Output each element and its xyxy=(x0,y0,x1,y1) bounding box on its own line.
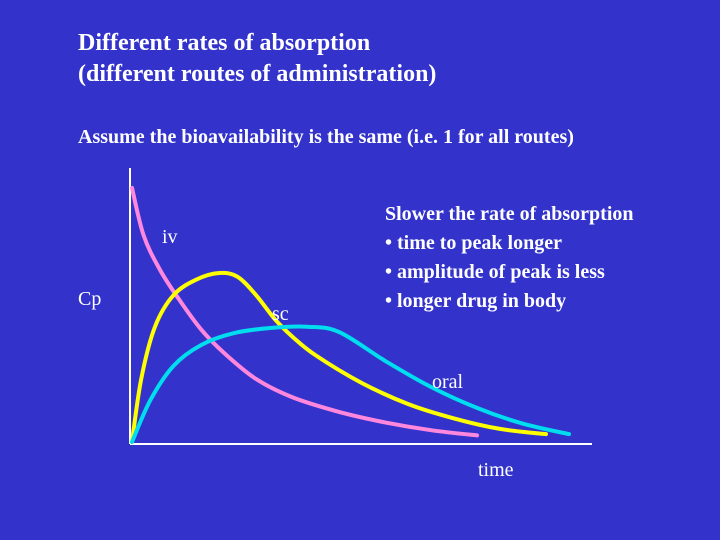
bullet-list: Slower the rate of absorption • time to … xyxy=(385,200,634,316)
bullet-item: • time to peak longer xyxy=(385,232,562,254)
series-line-iv xyxy=(130,185,479,438)
bullet-item: • longer drug in body xyxy=(385,290,567,312)
chart-axes xyxy=(129,168,592,445)
bullet-heading: Slower the rate of absorption xyxy=(385,203,634,225)
series-label-sc: sc xyxy=(272,303,289,325)
bullet-item: • amplitude of peak is less xyxy=(385,261,605,283)
x-axis-label: time xyxy=(478,459,514,481)
series-label-oral: oral xyxy=(432,371,464,393)
y-axis-label: Cp xyxy=(78,288,101,310)
series-label-iv: iv xyxy=(162,226,178,248)
slide-title: Different rates of absorption (different… xyxy=(78,28,436,90)
title-line-2: (different routes of administration) xyxy=(78,61,437,87)
assumption-text: Assume the bioavailability is the same (… xyxy=(78,126,574,148)
series-line-sc xyxy=(130,270,548,444)
series-line-oral xyxy=(130,324,571,444)
title-line-1: Different rates of absorption xyxy=(78,30,371,56)
series-layer xyxy=(130,185,571,444)
